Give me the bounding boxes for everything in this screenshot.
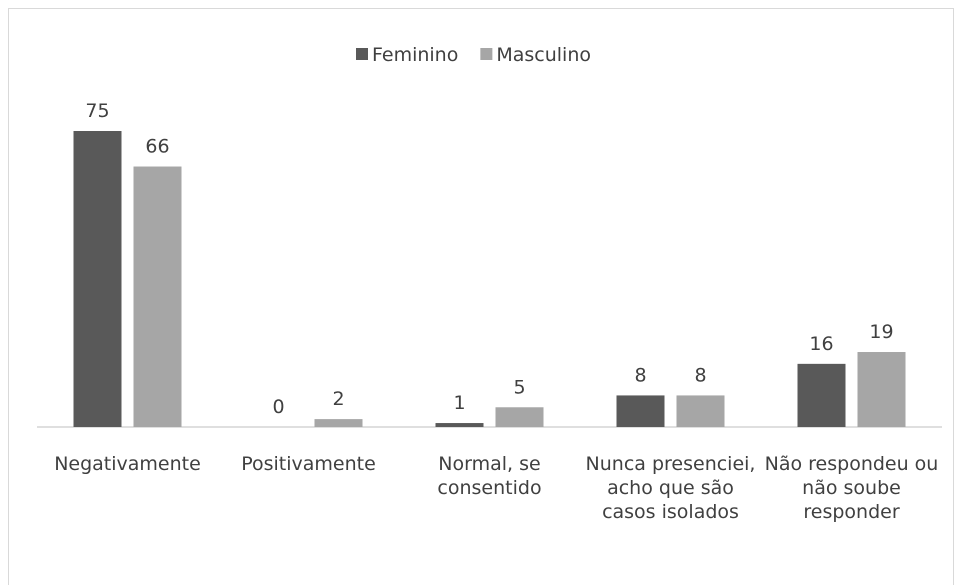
x-tick-label: Positivamente xyxy=(241,453,376,475)
bar xyxy=(857,352,906,427)
data-label: 19 xyxy=(869,321,893,343)
bar xyxy=(797,363,846,427)
legend-label: Feminino xyxy=(372,44,458,66)
data-label: 66 xyxy=(145,136,169,158)
data-label: 1 xyxy=(453,392,465,414)
x-tick-label: Não respondeu ou não soube responder xyxy=(764,453,939,523)
legend-swatch xyxy=(480,48,493,60)
data-label: 16 xyxy=(809,333,833,355)
x-tick-label: Nunca presenciei, acho que são casos iso… xyxy=(585,453,756,523)
data-label: 75 xyxy=(85,100,109,122)
x-tick-label: Normal, se consentido xyxy=(437,453,542,499)
data-label: 8 xyxy=(634,364,646,386)
legend-swatch xyxy=(356,48,368,60)
bar xyxy=(435,423,484,427)
legend-label: Masculino xyxy=(496,44,591,66)
x-tick-label: Negativamente xyxy=(54,453,201,475)
data-label: 0 xyxy=(272,396,284,418)
bar xyxy=(495,407,544,427)
bar xyxy=(133,166,182,427)
bar xyxy=(73,131,122,427)
bar xyxy=(616,395,665,427)
bar xyxy=(314,419,363,427)
data-label: 8 xyxy=(694,364,706,386)
data-label: 5 xyxy=(513,376,525,398)
data-label: 2 xyxy=(332,388,344,410)
bar xyxy=(676,395,725,427)
